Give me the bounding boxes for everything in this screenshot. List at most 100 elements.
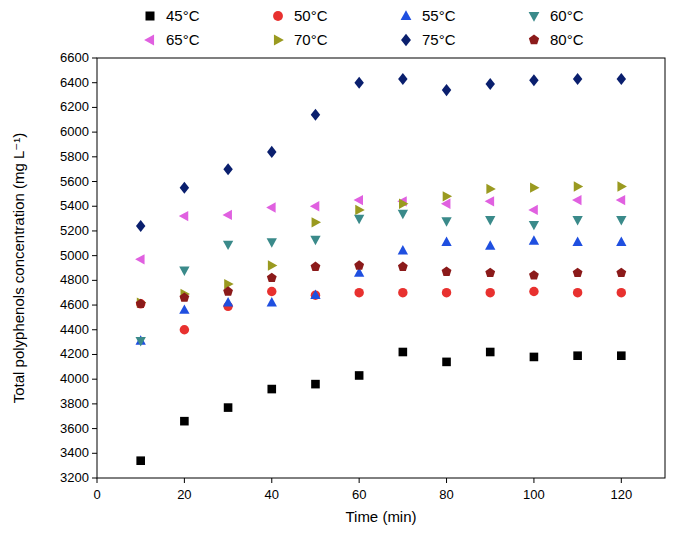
data-point — [355, 371, 364, 380]
data-point — [616, 268, 626, 277]
y-tick — [92, 58, 97, 59]
y-tick — [92, 403, 97, 404]
data-point — [223, 297, 233, 306]
data-point — [485, 216, 495, 225]
data-point — [354, 215, 364, 224]
data-point — [398, 210, 408, 219]
data-point — [267, 385, 276, 394]
y-tick-label: 3600 — [60, 421, 89, 436]
x-tick-label: 0 — [93, 487, 100, 502]
data-point — [179, 211, 188, 221]
y-tick — [92, 354, 97, 355]
y-tick — [92, 453, 97, 454]
data-point — [180, 417, 189, 426]
data-point — [572, 236, 582, 245]
y-tick — [92, 107, 97, 108]
data-point — [485, 268, 495, 277]
y-tick-label: 5400 — [60, 198, 89, 213]
x-axis-label: Time (min) — [345, 508, 416, 525]
data-point — [616, 216, 626, 225]
data-point — [266, 202, 275, 212]
data-point — [573, 268, 583, 277]
data-point — [617, 288, 626, 297]
data-point — [267, 146, 276, 158]
data-point — [574, 181, 583, 191]
y-tick — [92, 230, 97, 231]
x-tick — [184, 478, 185, 483]
legend-marker — [529, 12, 540, 22]
legend-label: 75°C — [422, 31, 456, 48]
legend-marker — [144, 35, 154, 46]
data-point — [530, 183, 539, 193]
data-point — [486, 184, 495, 194]
data-point — [311, 290, 320, 299]
x-tick-label: 40 — [265, 487, 279, 502]
y-tick-label: 4200 — [60, 346, 89, 361]
data-point — [486, 78, 495, 90]
data-point — [529, 221, 539, 230]
data-point — [180, 325, 189, 334]
legend-label: 50°C — [294, 7, 328, 24]
y-tick — [92, 156, 97, 157]
y-axis-label: Total polyphenols concentration (mg L⁻¹) — [10, 133, 27, 404]
data-point — [441, 236, 451, 245]
data-point — [485, 196, 494, 206]
data-point — [267, 297, 277, 306]
legend-label: 55°C — [422, 7, 456, 24]
x-tick — [271, 478, 272, 483]
data-point — [310, 290, 320, 299]
y-tick-label: 5200 — [60, 223, 89, 238]
y-tick — [92, 255, 97, 256]
y-tick-label: 4400 — [60, 322, 89, 337]
data-point — [441, 199, 450, 209]
data-point — [529, 287, 538, 296]
data-point — [135, 254, 144, 264]
y-tick-label: 6400 — [60, 75, 89, 90]
legend-marker — [401, 10, 412, 20]
y-tick-label: 5000 — [60, 248, 89, 263]
data-point — [354, 195, 363, 205]
data-point — [267, 238, 277, 247]
x-tick-label: 120 — [610, 487, 632, 502]
x-tick-label: 20 — [177, 487, 191, 502]
data-point — [223, 286, 233, 295]
data-point — [354, 77, 363, 89]
data-point — [136, 299, 146, 308]
data-point — [572, 195, 581, 205]
data-point — [311, 380, 320, 389]
data-point — [486, 288, 495, 297]
data-point — [486, 348, 495, 357]
x-tick — [621, 478, 622, 483]
y-tick — [92, 82, 97, 83]
data-point — [443, 191, 452, 201]
y-tick-label: 4000 — [60, 371, 89, 386]
y-tick-label: 3800 — [60, 396, 89, 411]
y-tick — [92, 428, 97, 429]
y-tick-label: 6200 — [60, 99, 89, 114]
data-point — [573, 351, 582, 360]
y-tick-label: 6000 — [60, 124, 89, 139]
data-point — [180, 182, 189, 194]
y-tick-label: 3400 — [60, 445, 89, 460]
data-point — [616, 195, 625, 205]
x-tick-label: 80 — [439, 487, 453, 502]
data-point — [179, 292, 189, 301]
legend-label: 80°C — [550, 31, 584, 48]
data-point — [529, 270, 539, 279]
y-tick-label: 5600 — [60, 174, 89, 189]
data-point — [573, 73, 582, 85]
data-point — [441, 217, 451, 226]
y-tick-label: 6600 — [60, 50, 89, 65]
data-point — [529, 74, 538, 86]
data-point — [310, 236, 320, 245]
y-tick — [92, 379, 97, 380]
data-point — [617, 181, 626, 191]
data-point — [572, 216, 582, 225]
legend-marker — [274, 35, 284, 46]
legend-label: 70°C — [294, 31, 328, 48]
data-point — [398, 262, 408, 271]
data-point — [311, 109, 320, 121]
data-point — [267, 287, 276, 296]
data-point — [267, 273, 277, 282]
data-point — [616, 236, 626, 245]
